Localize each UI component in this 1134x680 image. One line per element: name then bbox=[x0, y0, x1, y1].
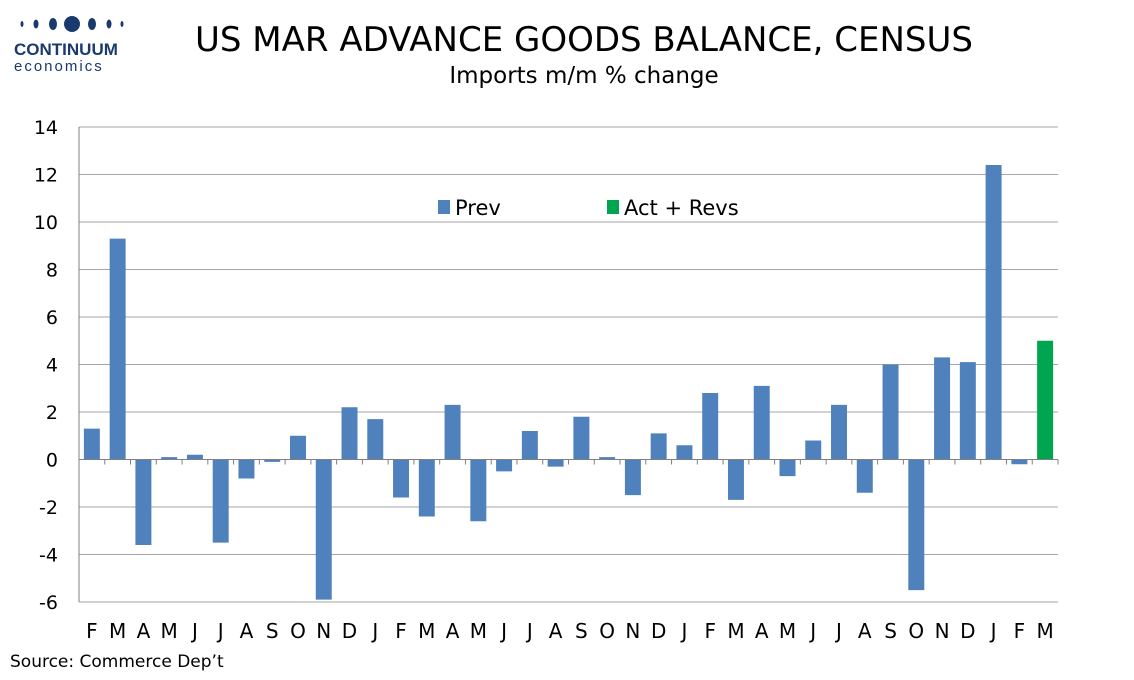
bar-prev bbox=[109, 238, 126, 460]
x-tick-label: M bbox=[418, 619, 435, 643]
logo-wordmark: CONTINUUM bbox=[14, 40, 118, 59]
bar-prev bbox=[161, 457, 178, 460]
x-tick-label: A bbox=[858, 619, 872, 643]
y-tick-label: 10 bbox=[34, 212, 58, 234]
y-tick-label: -2 bbox=[39, 497, 58, 519]
x-tick-label: S bbox=[266, 619, 279, 643]
x-tick-label: S bbox=[884, 619, 897, 643]
x-tick-label: J bbox=[834, 619, 842, 643]
bar-prev bbox=[934, 357, 951, 460]
bar-prev bbox=[521, 431, 538, 460]
x-tick-label: M bbox=[727, 619, 744, 643]
x-tick-label: D bbox=[342, 619, 357, 643]
x-tick-label: J bbox=[499, 619, 507, 643]
x-tick-label: M bbox=[779, 619, 796, 643]
logo: CONTINUUM economics bbox=[14, 12, 134, 75]
bar-prev bbox=[908, 459, 925, 591]
x-tick-label: M bbox=[109, 619, 126, 643]
x-tick-label: M bbox=[1036, 619, 1053, 643]
x-tick-label: M bbox=[470, 619, 487, 643]
bar-prev bbox=[805, 440, 822, 460]
bar-prev bbox=[702, 393, 719, 460]
bar-prev bbox=[650, 433, 667, 460]
x-tick-label: F bbox=[86, 619, 98, 643]
x-tick-label: D bbox=[960, 619, 975, 643]
x-tick-label: A bbox=[240, 619, 254, 643]
x-tick-label: N bbox=[935, 619, 950, 643]
bar-prev bbox=[470, 459, 487, 522]
y-tick-label: 2 bbox=[46, 402, 58, 424]
y-tick-label: 6 bbox=[46, 307, 58, 329]
bar-prev bbox=[264, 459, 281, 462]
bar-prev bbox=[599, 457, 616, 460]
chart-subtitle: Imports m/m % change bbox=[449, 63, 719, 89]
bar-prev bbox=[1011, 459, 1028, 465]
x-tick-label: J bbox=[525, 619, 533, 643]
bar-prev bbox=[341, 407, 358, 460]
logo-tagline: economics bbox=[14, 58, 104, 75]
x-tick-label: A bbox=[446, 619, 460, 643]
bar-prev bbox=[444, 404, 461, 460]
bar-prev bbox=[393, 459, 410, 498]
x-tick-label: F bbox=[704, 619, 716, 643]
x-tick-label: N bbox=[316, 619, 331, 643]
bar-prev bbox=[959, 362, 976, 460]
legend-label-act: Act + Revs bbox=[624, 196, 739, 220]
source-note: Source: Commerce Dep’t bbox=[10, 652, 224, 672]
bar-prev bbox=[496, 459, 513, 472]
x-tick-label: F bbox=[1014, 619, 1026, 643]
x-tick-label: A bbox=[549, 619, 563, 643]
x-tick-label: J bbox=[808, 619, 816, 643]
chart-title: US MAR ADVANCE GOODS BALANCE, CENSUS bbox=[195, 20, 973, 60]
bar-prev bbox=[882, 364, 899, 460]
bar-prev bbox=[186, 454, 203, 460]
x-tick-label: J bbox=[370, 619, 378, 643]
x-tick-label: O bbox=[599, 619, 615, 643]
x-tick-label: A bbox=[137, 619, 151, 643]
x-tick-label: O bbox=[290, 619, 306, 643]
x-tick-label: N bbox=[625, 619, 640, 643]
x-tick-label: M bbox=[161, 619, 178, 643]
bar-prev bbox=[315, 459, 332, 600]
x-tick-label: J bbox=[989, 619, 997, 643]
bar-act bbox=[1037, 340, 1054, 460]
y-tick-label: -4 bbox=[39, 545, 58, 567]
y-tick-label: 0 bbox=[46, 450, 58, 472]
bar-prev bbox=[238, 459, 255, 479]
bar-prev bbox=[83, 428, 100, 460]
legend-swatch-act bbox=[607, 200, 619, 214]
x-tick-label: D bbox=[651, 619, 666, 643]
y-tick-label: -6 bbox=[39, 592, 58, 614]
x-tick-label: J bbox=[679, 619, 687, 643]
bar-prev bbox=[573, 416, 590, 460]
x-tick-label: F bbox=[395, 619, 407, 643]
bar-prev bbox=[547, 459, 564, 467]
bar-prev bbox=[418, 459, 435, 517]
bar-prev bbox=[135, 459, 152, 545]
legend-swatch-prev bbox=[438, 200, 450, 214]
y-tick-label: 14 bbox=[34, 117, 58, 139]
logo-dots-icon bbox=[20, 16, 124, 32]
bar-prev bbox=[856, 459, 873, 493]
bar-prev bbox=[676, 445, 693, 460]
y-tick-label: 8 bbox=[46, 260, 58, 282]
y-tick-label: 4 bbox=[46, 355, 58, 377]
bar-prev bbox=[624, 459, 641, 496]
x-tick-label: O bbox=[908, 619, 924, 643]
x-tick-label: A bbox=[755, 619, 769, 643]
bar-prev bbox=[367, 419, 384, 460]
bar-prev bbox=[985, 165, 1002, 460]
bar-prev bbox=[753, 385, 770, 460]
x-tick-label: J bbox=[216, 619, 224, 643]
x-tick-label: S bbox=[575, 619, 588, 643]
x-tick-label: J bbox=[190, 619, 198, 643]
bar-prev bbox=[290, 435, 306, 460]
bar-prev bbox=[831, 404, 847, 460]
bar-prev bbox=[212, 459, 229, 543]
y-tick-label: 12 bbox=[34, 165, 58, 187]
legend-label-prev: Prev bbox=[455, 196, 501, 220]
bar-prev bbox=[779, 459, 796, 477]
bar-prev bbox=[727, 459, 744, 500]
